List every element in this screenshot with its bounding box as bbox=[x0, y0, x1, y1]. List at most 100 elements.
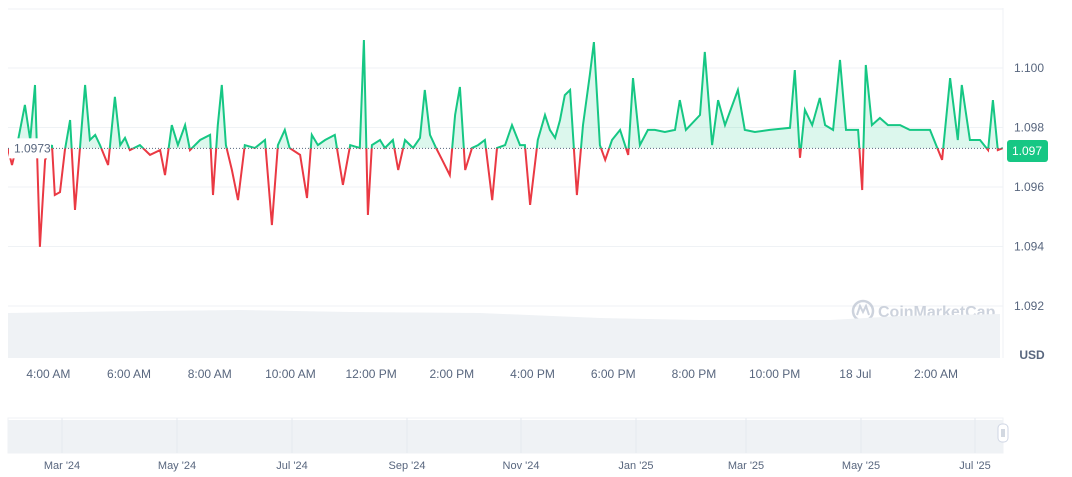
x-tick-label: 10:00 PM bbox=[749, 367, 800, 381]
data-point bbox=[392, 139, 394, 141]
data-point bbox=[412, 147, 414, 149]
data-point bbox=[124, 137, 126, 139]
data-point bbox=[611, 139, 613, 141]
navigator-handle[interactable] bbox=[997, 423, 1009, 443]
data-point bbox=[139, 144, 141, 146]
x-tick-label: 12:00 PM bbox=[345, 367, 396, 381]
data-point bbox=[484, 139, 486, 141]
data-point bbox=[679, 99, 681, 101]
data-point bbox=[537, 139, 539, 141]
data-point bbox=[674, 129, 676, 131]
data-point bbox=[419, 137, 421, 139]
data-point bbox=[832, 129, 834, 131]
data-point bbox=[987, 149, 989, 151]
data-point bbox=[237, 199, 239, 201]
currency-label: USD bbox=[1019, 348, 1045, 362]
navigator[interactable]: Mar '24 May '24 Jul '24 Sep '24 Nov '24 Jan '… bbox=[7, 417, 1009, 472]
data-point bbox=[244, 144, 246, 146]
data-point bbox=[184, 124, 186, 126]
data-point bbox=[264, 139, 266, 141]
data-point bbox=[471, 147, 473, 149]
data-point bbox=[845, 129, 847, 131]
data-point bbox=[496, 147, 498, 149]
data-point bbox=[529, 204, 531, 206]
x-tick-label: 4:00 AM bbox=[26, 367, 70, 381]
data-point bbox=[69, 119, 71, 121]
data-point bbox=[324, 139, 326, 141]
data-point bbox=[491, 199, 493, 201]
data-point bbox=[754, 131, 756, 133]
navigator-labels: Mar '24 May '24 Jul '24 Sep '24 Nov '24 Jan '… bbox=[44, 418, 991, 472]
data-point bbox=[379, 139, 381, 141]
y-tick-label: 1.098 bbox=[1014, 121, 1044, 135]
data-point bbox=[221, 84, 223, 86]
data-point bbox=[865, 64, 867, 66]
data-point bbox=[277, 144, 279, 146]
data-point bbox=[789, 127, 791, 129]
data-point bbox=[549, 129, 551, 131]
data-point bbox=[654, 129, 656, 131]
navigator-label: Sep '24 bbox=[389, 460, 426, 472]
navigator-selection[interactable] bbox=[8, 420, 1003, 453]
data-point bbox=[949, 77, 951, 79]
data-point bbox=[564, 94, 566, 96]
volume-area bbox=[8, 310, 1000, 358]
data-point bbox=[7, 148, 9, 150]
data-point bbox=[997, 149, 999, 151]
data-point bbox=[811, 124, 813, 126]
data-point bbox=[94, 134, 96, 136]
data-point bbox=[189, 149, 191, 151]
data-point bbox=[349, 144, 351, 146]
data-point bbox=[107, 164, 109, 166]
current-price-text: 1.097 bbox=[1012, 144, 1042, 158]
data-point bbox=[744, 129, 746, 131]
data-point bbox=[317, 144, 319, 146]
data-point bbox=[664, 131, 666, 133]
data-point bbox=[699, 114, 701, 116]
data-point bbox=[647, 129, 649, 131]
data-point bbox=[599, 144, 601, 146]
data-point bbox=[449, 174, 451, 176]
data-point bbox=[429, 134, 431, 136]
data-point bbox=[342, 184, 344, 186]
x-tick-label: 4:00 PM bbox=[510, 367, 555, 381]
y-tick-label: 1.100 bbox=[1014, 61, 1044, 75]
x-tick-label: 2:00 AM bbox=[914, 367, 958, 381]
data-point bbox=[24, 104, 26, 106]
data-point bbox=[979, 139, 981, 141]
navigator-label: Mar '24 bbox=[44, 460, 80, 472]
data-point bbox=[79, 149, 81, 151]
data-point bbox=[459, 86, 461, 88]
current-price-tag: 1.097 bbox=[1007, 140, 1048, 163]
data-point bbox=[363, 39, 365, 41]
baseline-label: 1.0973 bbox=[9, 138, 51, 159]
data-point bbox=[559, 119, 561, 121]
y-tick-label: 1.092 bbox=[1014, 299, 1044, 313]
data-point bbox=[177, 144, 179, 146]
navigator-label: Mar '25 bbox=[728, 460, 764, 472]
baseline-label-text: 1.0973 bbox=[14, 141, 51, 155]
grid-lines bbox=[8, 8, 1003, 307]
data-point bbox=[284, 129, 286, 131]
data-point bbox=[799, 157, 801, 159]
data-point bbox=[84, 84, 86, 86]
data-point bbox=[569, 89, 571, 91]
data-point bbox=[554, 137, 556, 139]
data-point bbox=[619, 129, 621, 131]
data-point bbox=[504, 144, 506, 146]
data-point bbox=[441, 159, 443, 161]
data-point bbox=[992, 99, 994, 101]
x-tick-label: 10:00 AM bbox=[265, 367, 316, 381]
price-line-above-baseline bbox=[15, 39, 1003, 149]
data-point bbox=[424, 89, 426, 91]
data-point bbox=[64, 149, 66, 151]
data-point bbox=[231, 169, 233, 171]
data-point bbox=[359, 147, 361, 149]
data-point bbox=[114, 96, 116, 98]
baseline-label-box bbox=[9, 138, 51, 159]
data-point bbox=[724, 124, 726, 126]
y-axis-labels: 1.092 1.094 1.096 1.098 1.100 bbox=[1014, 61, 1044, 313]
data-point bbox=[704, 51, 706, 53]
